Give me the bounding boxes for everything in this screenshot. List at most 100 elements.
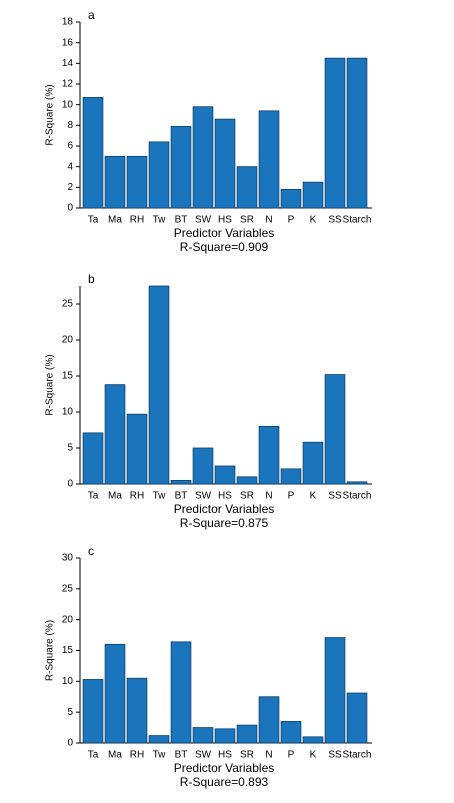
bar — [214, 728, 236, 744]
subtitle: R-Square=0.909 — [180, 240, 269, 254]
y-tick-label: 25 — [62, 299, 74, 310]
x-tick-label: HS — [218, 750, 232, 761]
y-tick-label: 6 — [67, 141, 73, 152]
bar — [258, 425, 280, 485]
x-tick-label: RH — [130, 750, 144, 761]
bar — [148, 285, 170, 485]
y-tick-label: 4 — [67, 161, 73, 172]
bar — [258, 110, 280, 209]
bar — [258, 696, 280, 744]
y-tick-label: 0 — [67, 203, 73, 214]
x-tick-label: P — [288, 491, 295, 502]
bar — [126, 677, 148, 744]
y-axis-label: R-Square (%) — [45, 354, 56, 415]
x-tick-label: N — [265, 750, 272, 761]
x-tick-label: N — [265, 491, 272, 502]
bar — [302, 441, 324, 485]
x-tick-label: Starch — [343, 750, 372, 761]
y-tick-label: 15 — [62, 645, 74, 656]
bar — [192, 447, 214, 485]
bar — [346, 57, 368, 209]
bar — [280, 188, 302, 209]
y-tick-label: 5 — [67, 443, 73, 454]
y-tick-label: 0 — [67, 479, 73, 490]
y-tick-label: 20 — [62, 335, 74, 346]
x-tick-label: SW — [195, 215, 212, 226]
bar — [280, 721, 302, 744]
x-tick-label: K — [310, 215, 317, 226]
bar — [324, 637, 346, 744]
bar — [126, 155, 148, 209]
bar — [236, 724, 258, 744]
bar — [104, 155, 126, 209]
x-tick-label: Ma — [108, 750, 122, 761]
x-tick-label: BT — [175, 750, 188, 761]
x-tick-label: Ma — [108, 215, 122, 226]
x-tick-label: P — [288, 750, 295, 761]
y-tick-label: 25 — [62, 583, 74, 594]
bar — [346, 692, 368, 744]
x-tick-label: SR — [240, 750, 254, 761]
y-tick-label: 8 — [67, 120, 73, 131]
bar — [104, 384, 126, 485]
y-tick-label: 30 — [62, 553, 74, 564]
bar — [82, 679, 104, 744]
panel-label: c — [88, 544, 94, 558]
x-tick-label: Tw — [153, 491, 167, 502]
y-tick-label: 14 — [62, 58, 74, 69]
x-tick-label: SS — [328, 750, 342, 761]
x-tick-label: SS — [328, 215, 342, 226]
bar — [148, 735, 170, 744]
subtitle: R-Square=0.875 — [180, 516, 269, 530]
bar — [104, 643, 126, 744]
x-tick-label: P — [288, 215, 295, 226]
y-tick-label: 2 — [67, 182, 73, 193]
bar — [214, 118, 236, 209]
y-tick-label: 15 — [62, 371, 74, 382]
x-tick-label: N — [265, 215, 272, 226]
bar — [126, 413, 148, 485]
bar — [280, 468, 302, 485]
y-tick-label: 16 — [62, 37, 74, 48]
bar — [324, 374, 346, 485]
y-tick-label: 10 — [62, 99, 74, 110]
bar — [148, 141, 170, 209]
x-tick-label: SS — [328, 491, 342, 502]
bar — [324, 57, 346, 209]
x-tick-label: Starch — [343, 215, 372, 226]
y-tick-label: 10 — [62, 407, 74, 418]
x-tick-label: SR — [240, 215, 254, 226]
x-tick-label: Ta — [88, 491, 99, 502]
x-tick-label: BT — [175, 215, 188, 226]
x-tick-label: SW — [195, 491, 212, 502]
y-tick-label: 0 — [67, 738, 73, 749]
x-tick-label: BT — [175, 491, 188, 502]
y-tick-label: 20 — [62, 614, 74, 625]
bar — [192, 727, 214, 744]
y-tick-label: 12 — [62, 79, 74, 90]
panel-label: b — [88, 272, 95, 286]
x-tick-label: HS — [218, 491, 232, 502]
bar — [302, 736, 324, 744]
bar — [236, 476, 258, 485]
y-tick-label: 5 — [67, 707, 73, 718]
x-tick-label: HS — [218, 215, 232, 226]
x-axis-label: Predictor Variables — [174, 502, 275, 516]
bar — [302, 181, 324, 209]
bar — [82, 97, 104, 209]
bar — [170, 641, 192, 744]
x-tick-label: RH — [130, 215, 144, 226]
y-axis-label: R-Square (%) — [45, 84, 56, 145]
x-tick-label: K — [310, 750, 317, 761]
x-axis-label: Predictor Variables — [174, 226, 275, 240]
y-tick-label: 18 — [62, 17, 74, 28]
x-tick-label: RH — [130, 491, 144, 502]
x-tick-label: SW — [195, 750, 212, 761]
x-tick-label: Ta — [88, 215, 99, 226]
panel-label: a — [88, 8, 95, 22]
y-axis-label: R-Square (%) — [45, 620, 56, 681]
x-tick-label: Ta — [88, 750, 99, 761]
subtitle: R-Square=0.893 — [180, 775, 269, 789]
x-tick-label: Tw — [153, 750, 167, 761]
